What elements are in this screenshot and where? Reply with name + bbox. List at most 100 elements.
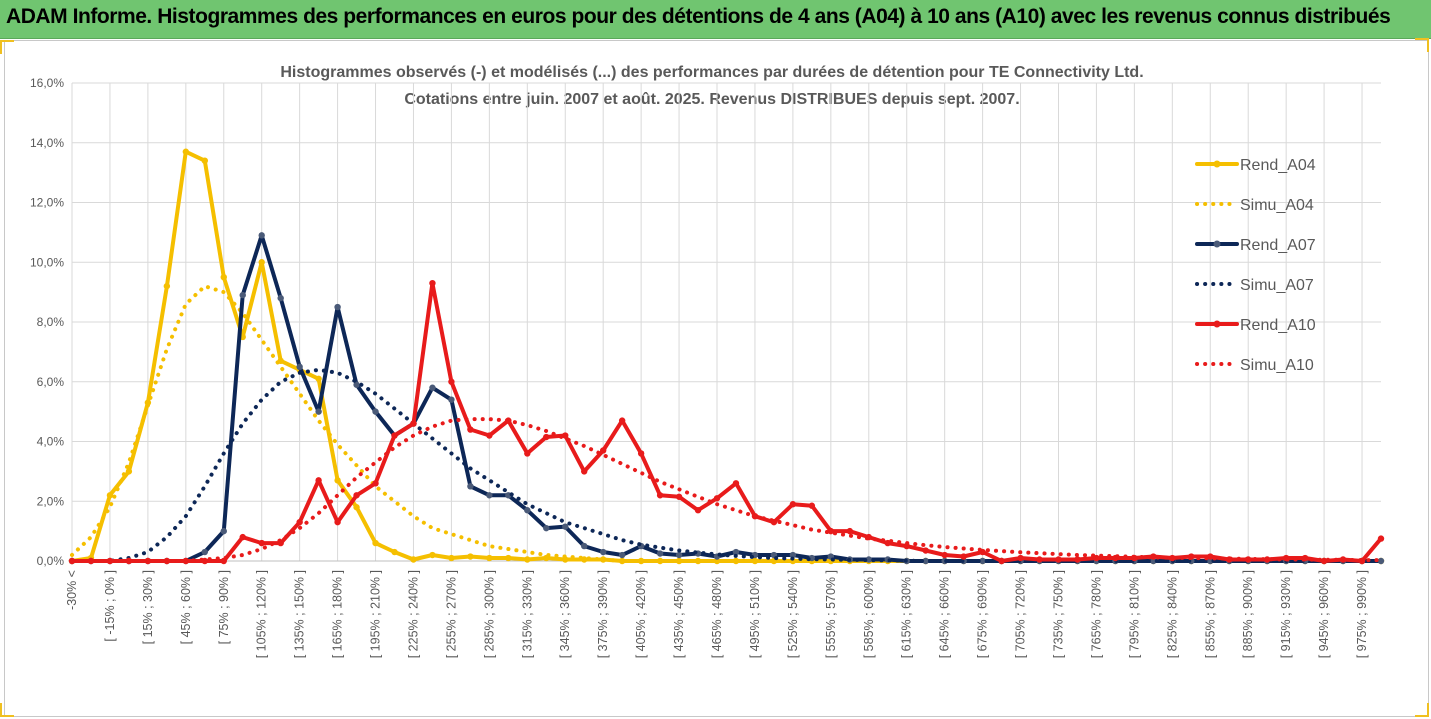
- x-tick-label: [ 315% ; 330% ]: [520, 570, 534, 658]
- data-point: [486, 492, 493, 499]
- x-tick-label: [ 975% ; 990% ]: [1355, 570, 1369, 658]
- x-tick-label: [ -15% ; 0% ]: [103, 570, 117, 642]
- data-point: [467, 553, 474, 560]
- data-point: [144, 557, 152, 565]
- data-point: [429, 279, 436, 287]
- data-point: [618, 551, 626, 559]
- x-tick-label: [ 825% ; 840% ]: [1165, 570, 1179, 658]
- data-point: [1074, 556, 1081, 563]
- data-point: [922, 557, 929, 565]
- data-point: [1377, 557, 1385, 565]
- legend-label: Simu_A07: [1240, 277, 1314, 294]
- x-tick-label: [ 585% ; 600% ]: [862, 570, 876, 658]
- data-point: [467, 426, 474, 433]
- selection-handle-bottom-right[interactable]: [1415, 703, 1429, 717]
- data-point: [296, 518, 303, 526]
- data-point: [789, 551, 797, 559]
- data-point: [1207, 553, 1214, 560]
- x-tick-label: [ 615% ; 630% ]: [900, 570, 914, 658]
- legend[interactable]: Rend_A04 Simu_A04 Rend_A07 Simu_A07 Rend_A10…: [1195, 157, 1316, 374]
- data-point: [296, 363, 303, 371]
- data-point: [201, 548, 208, 556]
- x-tick-label: [ 195% ; 210% ]: [369, 570, 383, 658]
- chart-frame[interactable]: [4, 40, 1429, 717]
- x-tick-label: [ 345% ; 360% ]: [558, 570, 572, 658]
- x-tick-label: [ 465% ; 480% ]: [710, 570, 724, 658]
- data-point: [315, 408, 322, 415]
- gridlines: [71, 82, 1381, 562]
- data-point: [637, 557, 645, 565]
- data-point: [334, 518, 341, 526]
- data-point: [599, 548, 607, 556]
- x-tick-label: [ 15% ; 30% ]: [141, 570, 155, 644]
- data-point: [941, 551, 948, 559]
- x-axis: -30% < [ -15% ; 0% ] [ 15% ; 30% ] [ 45% ; …: [65, 560, 1381, 658]
- legend-marker: [1213, 240, 1221, 248]
- data-point: [732, 548, 740, 556]
- x-tick-label: [ 285% ; 300% ]: [482, 570, 496, 658]
- series-line-simu-a10: [70, 417, 1383, 563]
- data-point: [410, 420, 417, 427]
- data-point: [1150, 557, 1157, 565]
- data-point: [277, 294, 284, 302]
- y-tick-label: 12,0%: [30, 196, 64, 210]
- data-point: [751, 557, 759, 565]
- data-point: [353, 381, 360, 388]
- data-point: [1150, 553, 1157, 560]
- data-point: [637, 450, 645, 457]
- legend-label: Simu_A10: [1240, 357, 1314, 374]
- x-tick-label: [ 555% ; 570% ]: [824, 570, 838, 658]
- data-point: [505, 554, 512, 562]
- data-point: [258, 259, 265, 266]
- y-tick-label: 2,0%: [37, 494, 65, 508]
- report-banner: ADAM Informe. Histogrammes des performan…: [0, 0, 1431, 39]
- legend-label: Rend_A04: [1240, 157, 1316, 174]
- data-point: [713, 495, 721, 502]
- y-tick-label: 6,0%: [37, 375, 65, 389]
- x-tick-label: [ 765% ; 780% ]: [1089, 570, 1103, 658]
- x-tick-label: [ 105% ; 120% ]: [255, 570, 269, 658]
- data-point: [562, 432, 569, 439]
- x-tick-label: [ 435% ; 450% ]: [672, 570, 686, 658]
- selection-handle-bottom-left[interactable]: [0, 703, 14, 717]
- data-point: [125, 468, 133, 475]
- x-tick-label: [ 915% ; 930% ]: [1279, 570, 1293, 658]
- data-point: [524, 556, 531, 563]
- data-point: [581, 468, 588, 475]
- x-tick-label: [ 645% ; 660% ]: [938, 570, 952, 658]
- data-point: [1017, 554, 1024, 562]
- series-line-simu-a04: [70, 284, 1383, 563]
- data-point: [182, 148, 190, 155]
- data-point: [581, 542, 588, 550]
- data-point: [372, 480, 379, 487]
- data-point: [656, 550, 664, 557]
- data-point: [486, 554, 493, 562]
- data-point: [429, 384, 436, 391]
- y-tick-label: 16,0%: [30, 76, 64, 90]
- data-point: [448, 554, 455, 562]
- data-point: [220, 527, 227, 535]
- data-point: [429, 551, 436, 559]
- series-line-rend-a07: [70, 233, 1383, 563]
- data-point: [656, 492, 664, 499]
- x-tick-label: [ 525% ; 540% ]: [786, 570, 800, 658]
- plot-series: [68, 148, 1385, 565]
- data-point: [846, 527, 854, 535]
- selection-handle-top-left[interactable]: [0, 40, 14, 54]
- legend-label: Rend_A07: [1240, 237, 1316, 254]
- chart-title-line-2: Cotations entre juin. 2007 et août. 2025…: [404, 91, 1019, 108]
- x-tick-label: [ 255% ; 270% ]: [444, 570, 458, 658]
- selection-handle-top-right[interactable]: [1415, 38, 1429, 52]
- x-tick-label: [ 675% ; 690% ]: [976, 570, 990, 658]
- x-tick-label: [ 495% ; 510% ]: [748, 570, 762, 658]
- data-point: [675, 551, 683, 559]
- data-point: [808, 502, 816, 509]
- y-tick-label: 0,0%: [37, 554, 65, 568]
- report-title: ADAM Informe. Histogrammes des performan…: [6, 5, 1391, 28]
- data-point: [486, 432, 493, 439]
- data-point: [732, 480, 740, 487]
- y-tick-label: 14,0%: [30, 136, 64, 150]
- legend-marker: [1213, 320, 1221, 328]
- series-line-simu-a07: [70, 367, 1383, 563]
